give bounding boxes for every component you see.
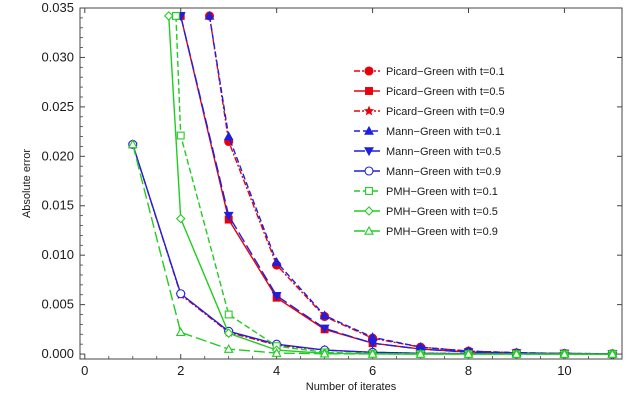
plot-area: 0 2 4 6 8 10 0.000 0.005 0.010 0.015 0.020 0.025 0.0… xyxy=(41,0,623,378)
data-point xyxy=(176,131,185,140)
legend-entry-7: PMH−Green with t=0.1 xyxy=(354,186,498,198)
data-point xyxy=(559,348,570,358)
y-tick-label: 0.005 xyxy=(41,297,74,312)
x-tick-label: 6 xyxy=(369,363,376,378)
data-point xyxy=(607,348,618,358)
legend-entry-8: PMH−Green with t=0.5 xyxy=(354,206,498,218)
series-line xyxy=(132,144,613,355)
data-point xyxy=(367,348,378,358)
legend-label: PMH−Green with t=0.1 xyxy=(386,186,498,198)
x-tick-label: 0 xyxy=(81,363,88,378)
data-point xyxy=(365,87,373,95)
legend-label: Mann−Green with t=0.9 xyxy=(386,166,501,178)
series-line xyxy=(208,15,613,355)
x-tick-label: 4 xyxy=(273,363,280,378)
data-point xyxy=(204,10,215,20)
legend-entry-2: Picard−Green with t=0.5 xyxy=(354,86,505,98)
data-point xyxy=(271,347,282,357)
data-point xyxy=(223,131,234,141)
data-point xyxy=(364,66,374,76)
legend-label: Mann−Green with t=0.5 xyxy=(386,146,501,158)
y-axis-label: Absolute error xyxy=(21,149,33,218)
y-tick-label: 0.015 xyxy=(41,198,74,213)
data-point xyxy=(319,324,330,334)
series-9 xyxy=(127,139,618,358)
y-tick-label: 0.010 xyxy=(41,247,74,262)
legend: Picard−Green with t=0.1 Picard−Green with… xyxy=(354,66,505,238)
data-point xyxy=(365,187,373,195)
data-point xyxy=(319,310,330,320)
series-line xyxy=(175,15,613,355)
data-point xyxy=(175,327,186,337)
legend-label: Picard−Green with t=0.1 xyxy=(386,66,505,78)
data-point xyxy=(363,105,375,116)
x-tick-label: 2 xyxy=(177,363,184,378)
legend-entry-9: PMH−Green with t=0.9 xyxy=(354,225,498,238)
data-point xyxy=(364,225,374,235)
legend-entry-6: Mann−Green with t=0.9 xyxy=(354,166,501,178)
series-line xyxy=(132,144,613,355)
data-point xyxy=(367,339,378,349)
legend-label: Mann−Green with t=0.1 xyxy=(386,126,501,138)
data-point xyxy=(223,211,234,221)
data-point xyxy=(163,11,174,21)
data-point xyxy=(364,147,374,157)
series-line xyxy=(132,144,613,355)
legend-label: PMH−Green with t=0.9 xyxy=(386,226,498,238)
plot-frame xyxy=(79,7,623,360)
legend-label: Picard−Green with t=0.5 xyxy=(386,86,505,98)
data-point xyxy=(511,348,522,358)
data-point xyxy=(271,291,282,301)
legend-label: PMH−Green with t=0.5 xyxy=(386,206,498,218)
data-point xyxy=(364,125,374,135)
data-point xyxy=(223,343,234,353)
y-tick-label: 0.000 xyxy=(41,346,74,361)
x-tick-label: 8 xyxy=(465,363,472,378)
legend-entry-4: Mann−Green with t=0.1 xyxy=(354,125,501,138)
x-axis-label: Number of iterates xyxy=(306,381,397,393)
data-point xyxy=(224,310,233,319)
data-point xyxy=(319,348,330,358)
data-point xyxy=(463,348,474,358)
data-point xyxy=(415,348,426,358)
legend-entry-3: Picard−Green with t=0.9 xyxy=(354,105,505,118)
data-point xyxy=(171,11,180,20)
data-point xyxy=(175,213,186,224)
data-point xyxy=(127,139,138,149)
series-7 xyxy=(171,11,617,359)
y-tick-label: 0.030 xyxy=(41,49,74,64)
legend-entry-1: Picard−Green with t=0.1 xyxy=(354,66,505,78)
y-tick-label: 0.035 xyxy=(41,0,74,15)
legend-entry-5: Mann−Green with t=0.5 xyxy=(354,146,501,158)
y-tick-label: 0.020 xyxy=(41,148,74,163)
data-point xyxy=(364,206,374,216)
legend-label: Picard−Green with t=0.9 xyxy=(386,106,505,118)
series-8 xyxy=(163,11,618,359)
y-tick-label: 0.025 xyxy=(41,99,74,114)
data-point xyxy=(223,328,234,339)
data-point xyxy=(271,256,282,266)
x-tick-label: 10 xyxy=(557,363,571,378)
data-point xyxy=(176,289,186,299)
series-4 xyxy=(204,10,618,358)
data-point xyxy=(364,166,374,176)
series-2 xyxy=(176,11,617,358)
series-1 xyxy=(204,11,617,359)
